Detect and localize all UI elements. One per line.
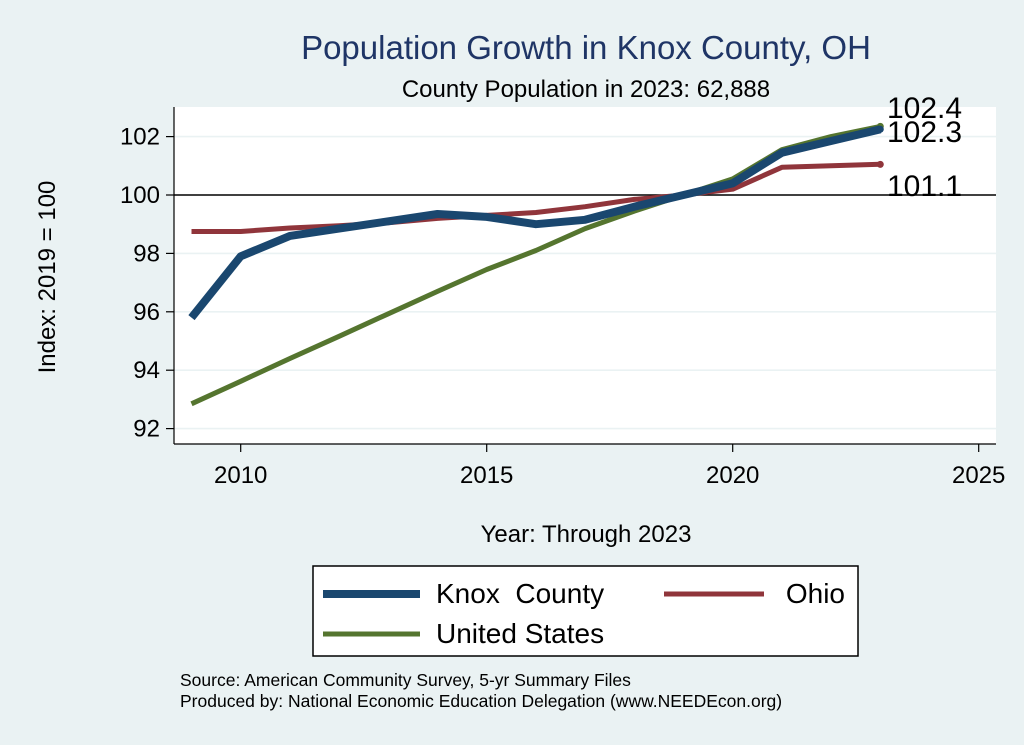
- legend-label: Knox County: [436, 578, 604, 609]
- grid-layer: [174, 135, 996, 430]
- legend: Knox County Ohio United States: [312, 565, 859, 657]
- series-line-ohio: [191, 161, 881, 234]
- y-axis-title: Index: 2019 = 100: [34, 181, 61, 374]
- legend-label: Ohio: [786, 578, 845, 609]
- legend-label: United States: [436, 618, 604, 649]
- chart-subtitle: County Population in 2023: 62,888: [402, 76, 770, 103]
- axes-layer: 92 94 96 98 100 102 2010 2015 2020 2025: [120, 107, 1005, 489]
- source-note: Source: American Community Survey, 5-yr …: [180, 670, 631, 690]
- series-line-knox-county: [188, 125, 882, 321]
- y-tick-label: 94: [133, 357, 160, 384]
- y-tick-label: 96: [133, 299, 160, 326]
- plot-area: [174, 107, 996, 444]
- end-value-label: 101.1: [887, 170, 962, 203]
- end-value-label: 102.4: [887, 92, 962, 125]
- end-point-marker: [876, 125, 884, 133]
- end-point-marker: [876, 160, 884, 168]
- end-value-label: 102.3: [887, 116, 962, 149]
- legend-box: [312, 565, 859, 657]
- produced-by-note: Produced by: National Economic Education…: [180, 691, 782, 711]
- series-layer: [188, 122, 884, 407]
- y-tick-label: 100: [120, 182, 160, 209]
- x-tick-label: 2010: [214, 462, 267, 489]
- x-tick-label: 2015: [460, 462, 513, 489]
- x-tick-label: 2025: [952, 462, 1005, 489]
- chart-title: Population Growth in Knox County, OH: [301, 29, 871, 66]
- y-tick-label: 102: [120, 124, 160, 151]
- y-tick-label: 98: [133, 240, 160, 267]
- y-tick-label: 92: [133, 416, 160, 443]
- x-tick-label: 2020: [706, 462, 759, 489]
- x-axis-title: Year: Through 2023: [481, 521, 692, 548]
